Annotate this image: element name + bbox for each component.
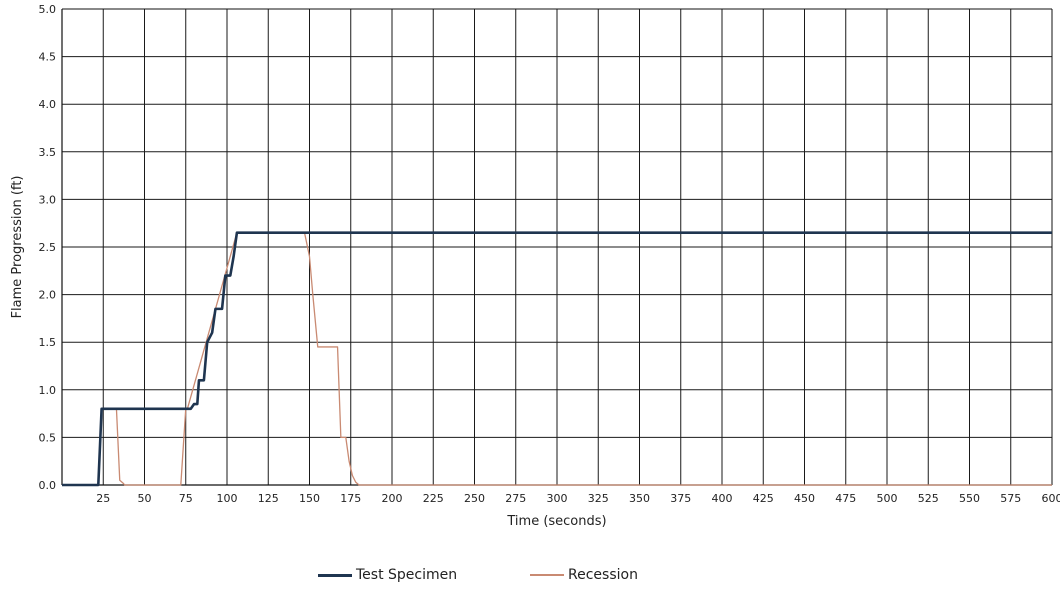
x-tick-label: 600 (1042, 492, 1060, 505)
x-axis-title: Time (seconds) (506, 514, 606, 529)
x-tick-label: 325 (588, 492, 609, 505)
x-tick-label: 250 (464, 492, 485, 505)
y-tick-label: 3.0 (39, 193, 57, 206)
x-tick-label: 275 (505, 492, 526, 505)
y-tick-label: 2.5 (39, 241, 57, 254)
legend-label-test-specimen: Test Specimen (356, 567, 458, 583)
chart-svg: 25 50 75 100 125 150 175 200 225 250 275 300 325 350 3… (10, 3, 1060, 529)
x-tick-label: 500 (877, 492, 898, 505)
y-tick-label: 1.0 (39, 384, 57, 397)
x-tick-label: 550 (959, 492, 980, 505)
y-tick-label: 1.5 (39, 336, 57, 349)
y-tick-label: 2.0 (39, 289, 57, 302)
tick-labels: 25 50 75 100 125 150 175 200 225 250 275 300 325 350 3… (39, 3, 1060, 505)
x-tick-label: 475 (835, 492, 856, 505)
x-tick-label: 300 (547, 492, 568, 505)
legend-item-recession: Recession (530, 564, 638, 586)
y-tick-label: 4.0 (39, 98, 57, 111)
y-tick-label: 0.5 (39, 431, 57, 444)
x-tick-label: 350 (629, 492, 650, 505)
grid (62, 8, 1053, 486)
y-tick-label: 0.0 (39, 479, 57, 492)
x-tick-label: 575 (1000, 492, 1021, 505)
legend: Test Specimen Recession (0, 564, 1060, 586)
legend-swatch-test-specimen (318, 573, 352, 577)
series-line-test-specimen (62, 231, 1052, 487)
legend-item-test-specimen: Test Specimen (318, 564, 457, 586)
legend-label-recession: Recession (568, 567, 638, 583)
x-tick-label: 75 (179, 492, 193, 505)
x-tick-label: 525 (918, 492, 939, 505)
series-layer (62, 231, 1052, 487)
x-tick-label: 50 (138, 492, 152, 505)
y-tick-label: 5.0 (39, 3, 57, 16)
y-tick-label: 4.5 (39, 51, 57, 64)
x-tick-label: 225 (423, 492, 444, 505)
x-tick-label: 25 (96, 492, 110, 505)
x-tick-label: 125 (258, 492, 279, 505)
x-tick-label: 375 (670, 492, 691, 505)
x-tick-label: 400 (712, 492, 733, 505)
y-axis-title: Flame Progression (ft) (10, 176, 25, 319)
x-tick-label: 450 (794, 492, 815, 505)
x-tick-label: 425 (753, 492, 774, 505)
x-tick-label: 200 (382, 492, 403, 505)
x-tick-label: 100 (217, 492, 238, 505)
x-tick-label: 150 (299, 492, 320, 505)
x-tick-label: 175 (340, 492, 361, 505)
legend-swatch-recession (530, 574, 564, 576)
y-tick-label: 3.5 (39, 146, 57, 159)
